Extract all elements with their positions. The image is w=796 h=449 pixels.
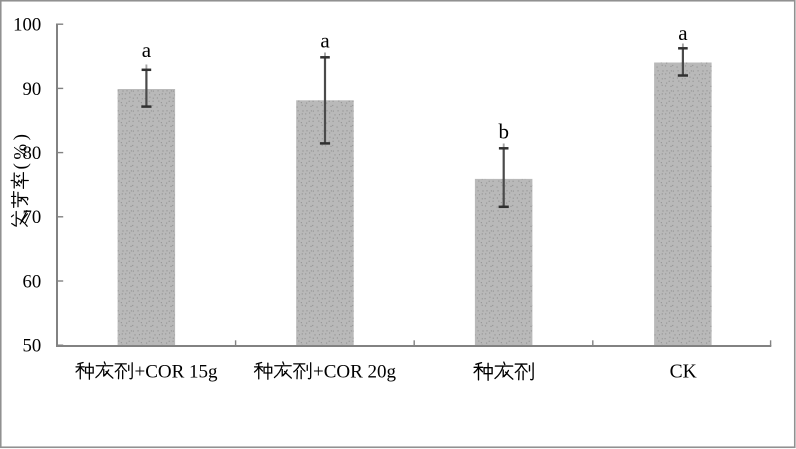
svg-text:a: a: [320, 29, 330, 53]
svg-text:90: 90: [23, 79, 42, 100]
svg-text:+COR 20g: +COR 20g: [313, 362, 397, 383]
svg-text:a: a: [678, 21, 688, 45]
svg-text:a: a: [142, 38, 152, 62]
svg-text:CK: CK: [670, 361, 697, 382]
svg-text:70: 70: [23, 207, 42, 228]
svg-text:+COR 15g: +COR 15g: [135, 362, 219, 383]
svg-text:50: 50: [23, 336, 42, 357]
svg-text:80: 80: [23, 143, 42, 164]
svg-text:b: b: [498, 120, 509, 144]
svg-text:100: 100: [13, 15, 41, 36]
svg-text:(%): (%): [10, 131, 31, 170]
svg-text:60: 60: [23, 271, 42, 292]
